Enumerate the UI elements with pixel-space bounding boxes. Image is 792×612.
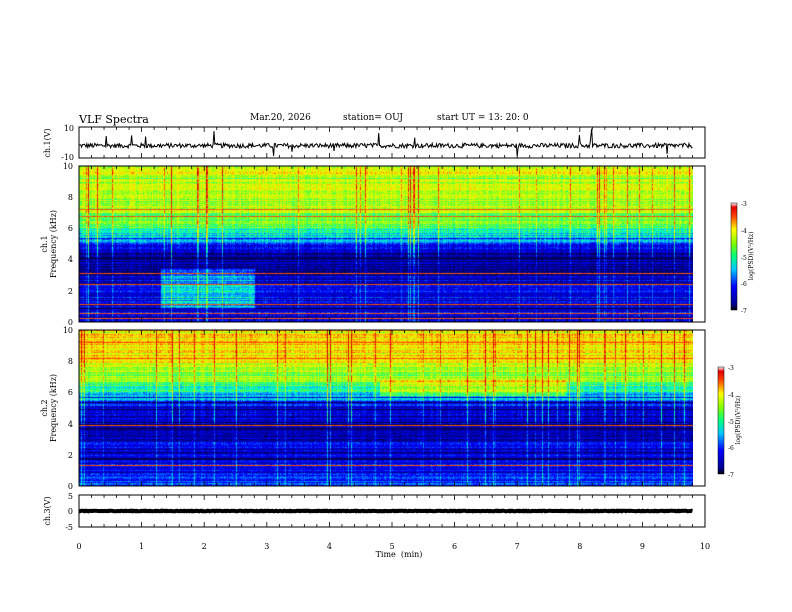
cb2-tick: -6 <box>728 445 734 452</box>
ch3-ytick: 5 <box>68 492 73 501</box>
x-tick-label: 7 <box>515 542 520 551</box>
date-label: Mar.20, 2026 <box>250 113 311 123</box>
x-tick-label: 1 <box>139 542 144 551</box>
ch1-spectrogram-panel: 0 2 4 6 8 10 ch.1Frequency (kHz) <box>40 162 706 327</box>
ch2-spec-ytick: 0 <box>68 482 73 491</box>
x-tick-label: 8 <box>577 542 582 551</box>
ch1-ylabel: ch.1(V) <box>43 128 52 157</box>
ch2-spec-ytick: 8 <box>68 357 73 366</box>
x-tick-label: 6 <box>452 542 457 551</box>
ch1-spec-ylabel: ch.1Frequency (kHz) <box>40 210 58 278</box>
ch1-ytick-top: 10 <box>64 124 74 133</box>
x-tick-label: 9 <box>640 542 645 551</box>
ch3-waveform-trace <box>79 508 693 514</box>
ch2-spec-yticks: 0 2 4 6 8 10 <box>63 326 73 491</box>
ch1-spec-ytick: 2 <box>68 287 73 296</box>
cb2-tick: -5 <box>728 419 734 426</box>
ch3-ytick: 0 <box>68 507 73 516</box>
ch1-ytick-bottom: -10 <box>61 153 74 162</box>
ch2-spec-ytick: 4 <box>68 420 73 429</box>
ch1-spec-ytick: 4 <box>68 255 73 264</box>
chart-title: VLF Spectra <box>79 113 149 126</box>
cb1-tick: -7 <box>741 308 747 315</box>
ch1-colorbar-gradient <box>730 202 738 311</box>
start-ut-label: start UT = 13: 20: 0 <box>437 113 529 123</box>
x-axis: 0 1 2 3 4 5 6 7 8 9 10 Time (min) <box>76 542 710 559</box>
cb2-label: log(PSD)(V²/Hz) <box>735 396 742 445</box>
ch1-spec-ytick: 10 <box>63 162 73 171</box>
ch1-spec-ytick: 6 <box>68 224 73 233</box>
x-tick-label: 3 <box>264 542 269 551</box>
cb2-tick: -7 <box>728 472 734 479</box>
station-label: station= OUJ <box>343 113 404 123</box>
ch3-ylabel: ch.3(V) <box>43 496 52 525</box>
ch2-spec-ytick: 10 <box>63 326 73 335</box>
cb1-tick: -6 <box>741 281 747 288</box>
ch1-spec-ytick: 8 <box>68 193 73 202</box>
ch1-colorbar: -3 -4 -5 -6 -7 log(PSD)(V²/Hz) <box>730 201 755 315</box>
time-ticks <box>78 127 706 527</box>
cb1-tick: -5 <box>741 255 747 262</box>
cb1-tick: -3 <box>741 201 747 208</box>
ch2-spectrogram-panel: 0 2 4 6 8 10 ch.2Frequency (kHz) <box>40 326 706 491</box>
ch3-ytick: -5 <box>65 523 73 532</box>
ch2-colorbar: -3 -4 -5 -6 -7 log(PSD)(V²/Hz) <box>717 365 742 479</box>
ch2-spectrogram-image <box>79 330 693 486</box>
x-axis-label: Time (min) <box>376 550 423 559</box>
ch2-spec-ytick: 2 <box>68 451 73 460</box>
ch3-waveform-panel: 5 0 -5 ch.3(V) <box>43 492 706 532</box>
cb2-tick: -3 <box>728 365 734 372</box>
ch2-spec-ytick: 6 <box>68 388 73 397</box>
ch1-waveform-panel: 10 -10 ch.1(V) <box>43 124 706 162</box>
ch1-spec-yticks: 0 2 4 6 8 10 <box>63 162 73 327</box>
cb2-tick: -4 <box>728 392 734 399</box>
cb1-tick: -4 <box>741 228 747 235</box>
ch2-colorbar-gradient <box>717 366 725 475</box>
x-tick-label: 0 <box>76 542 81 551</box>
cb1-label: log(PSD)(V²/Hz) <box>748 232 755 281</box>
x-tick-label: 5 <box>389 542 394 551</box>
x-tick-label: 10 <box>700 542 710 551</box>
ch2-spec-ylabel: ch.2Frequency (kHz) <box>40 374 58 442</box>
x-tick-label: 4 <box>327 542 332 551</box>
x-tick-label: 2 <box>202 542 207 551</box>
ch1-spec-ytick: 0 <box>68 318 73 327</box>
ch1-waveform-trace <box>78 128 693 157</box>
ch1-spectrogram-image <box>79 166 693 322</box>
